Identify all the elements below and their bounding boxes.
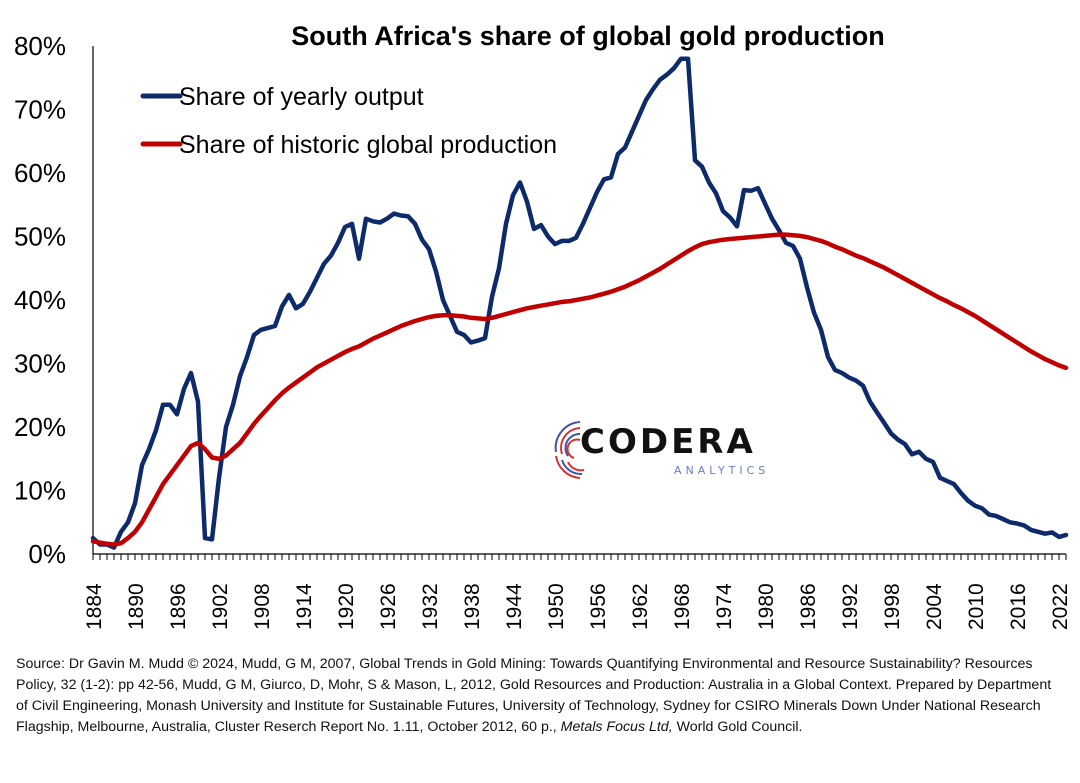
x-tick-label: 1926: [377, 583, 400, 630]
y-tick-label: 70%: [14, 95, 66, 125]
y-tick-label: 0%: [28, 539, 66, 569]
x-tick-label: 1956: [587, 583, 610, 630]
x-tick-label: 2010: [965, 583, 988, 630]
y-tick-label: 20%: [14, 412, 66, 442]
x-tick-label: 1968: [671, 583, 694, 630]
codera-fingerprint-icon: [554, 421, 585, 479]
x-tick-label: 1950: [545, 583, 568, 630]
y-tick-label: 50%: [14, 222, 66, 252]
x-tick-label: 1884: [83, 583, 106, 630]
source-note: Source: Dr Gavin M. Mudd © 2024, Mudd, G…: [16, 654, 1066, 738]
x-tick-label: 1992: [839, 583, 862, 630]
y-axis: 0% 10% 20% 30% 40% 50% 60% 70% 80%: [14, 31, 94, 569]
y-tick-label: 10%: [14, 476, 66, 506]
x-tick-label: 1914: [293, 583, 316, 630]
source-text-end: World Gold Council.: [672, 719, 803, 735]
source-italic: Metals Focus Ltd,: [560, 719, 673, 735]
logo-subtitle: ANALYTICS: [674, 464, 770, 477]
x-tick-label: 1980: [755, 583, 778, 630]
x-tick-label: 2022: [1049, 583, 1072, 630]
y-tick-label: 60%: [14, 158, 66, 188]
legend-label: Share of yearly output: [179, 83, 424, 111]
source-text: Source: Dr Gavin M. Mudd © 2024, Mudd, G…: [16, 656, 1052, 735]
x-tick-label: 1938: [461, 583, 484, 630]
series-line-historic-production: [90, 232, 1069, 547]
x-tick-label: 1920: [335, 583, 358, 630]
chart: South Africa's share of global gold prod…: [14, 21, 1072, 630]
chart-title: South Africa's share of global gold prod…: [291, 21, 884, 51]
x-tick-label: 1944: [503, 583, 526, 630]
x-tick-label: 2004: [923, 583, 946, 630]
x-tick-label: 1974: [713, 583, 736, 630]
legend: Share of yearly output Share of historic …: [140, 83, 557, 159]
x-axis: 1884 1890 1896 1902 1908 1914 1920 1926 1932 1938…: [83, 553, 1072, 630]
x-tick-label: 2016: [1007, 583, 1030, 630]
series-line-yearly-output: [90, 56, 1069, 550]
x-tick-label: 1998: [881, 583, 904, 630]
logo-wordmark: CODERA: [580, 422, 756, 462]
x-tick-label: 1908: [251, 583, 274, 630]
x-tick-label: 1902: [209, 583, 232, 630]
y-tick-label: 40%: [14, 285, 66, 315]
x-tick-label: 1932: [419, 583, 442, 630]
x-tick-label: 1890: [125, 583, 148, 630]
x-tick-label: 1962: [629, 583, 652, 630]
y-tick-label: 80%: [14, 31, 66, 61]
codera-logo: CODERA ANALYTICS: [550, 414, 765, 484]
x-tick-label: 1896: [167, 583, 190, 630]
series-lines: [90, 56, 1069, 550]
y-tick-label: 30%: [14, 349, 66, 379]
legend-label: Share of historic global production: [179, 131, 557, 159]
x-tick-label: 1986: [797, 583, 820, 630]
